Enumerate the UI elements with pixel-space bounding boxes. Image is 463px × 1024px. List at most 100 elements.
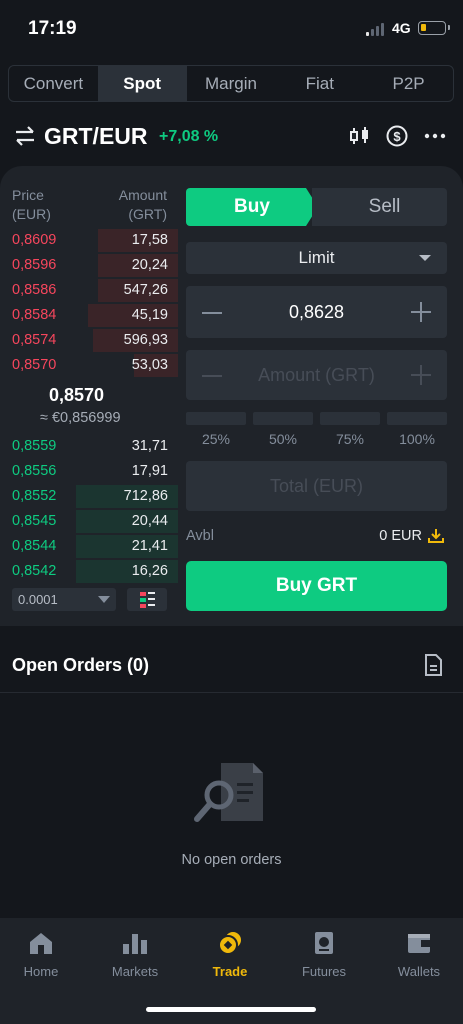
pair-symbol[interactable]: GRT/EUR — [44, 123, 148, 149]
ask-row[interactable]: 0,8584 45,19 — [0, 303, 178, 328]
home-icon — [30, 933, 52, 954]
bid-amount: 31,71 — [131, 438, 168, 454]
total-field[interactable]: Total (EUR) — [186, 461, 447, 511]
bid-row[interactable]: 0,8559 31,71 — [0, 434, 178, 459]
orderbook-price-header: Price (EUR) — [12, 187, 51, 222]
network-type: 4G — [392, 20, 411, 36]
amount-increase-button[interactable] — [411, 365, 431, 385]
swap-pairs-icon[interactable] — [14, 125, 36, 147]
price-increase-button[interactable] — [411, 302, 431, 322]
tab-spot[interactable]: Spot — [97, 66, 187, 101]
tab-margin[interactable]: Margin — [205, 73, 257, 93]
bid-row[interactable]: 0,8542 16,26 — [0, 559, 178, 584]
ask-amount: 53,03 — [131, 357, 168, 373]
price-field: 0,8628 — [186, 286, 447, 338]
orderbook-layout-icon — [140, 592, 155, 608]
bid-price: 0,8542 — [12, 563, 57, 579]
percent-75-bar[interactable] — [320, 412, 380, 425]
orderbook-amount-header: Amount (GRT) — [118, 187, 167, 222]
sell-tab[interactable]: Sell — [312, 188, 447, 226]
bid-row[interactable]: 0,8544 21,41 — [0, 534, 178, 559]
bid-price: 0,8559 — [12, 438, 57, 454]
ask-row[interactable]: 0,8596 20,24 — [0, 253, 178, 278]
bid-row[interactable]: 0,8545 20,44 — [0, 509, 178, 534]
tab-fiat[interactable]: Fiat — [305, 73, 334, 93]
ask-amount: 17,58 — [131, 232, 168, 248]
ask-price: 0,8584 — [12, 307, 57, 323]
ask-price: 0,8596 — [12, 257, 57, 273]
nav-wallets[interactable]: Wallets — [374, 930, 463, 979]
total-input[interactable]: Total (EUR) — [269, 475, 363, 496]
bid-row[interactable]: 0,8556 17,91 — [0, 459, 178, 484]
bid-depth-bar — [76, 485, 178, 508]
ask-amount: 45,19 — [131, 307, 168, 323]
bid-price: 0,8545 — [12, 513, 57, 529]
ask-price: 0,8609 — [12, 232, 57, 248]
amount-decrease-button[interactable] — [202, 375, 222, 377]
last-price[interactable]: 0,8570 — [49, 385, 105, 405]
ask-price: 0,8570 — [12, 357, 57, 373]
ask-row[interactable]: 0,8586 547,26 — [0, 278, 178, 303]
percent-25-bar[interactable] — [186, 412, 246, 425]
precision-select[interactable]: 0.0001 — [12, 588, 116, 611]
ask-depth-bar — [98, 254, 178, 277]
percent-50-bar[interactable] — [253, 412, 313, 425]
wallets-icon — [408, 934, 430, 953]
bid-amount: 16,26 — [131, 563, 168, 579]
ask-price: 0,8586 — [12, 282, 57, 298]
nav-home[interactable]: Home — [0, 930, 86, 979]
svg-text:$: $ — [393, 129, 401, 144]
buy-grt-button[interactable]: Buy GRT — [186, 561, 447, 611]
more-options-icon[interactable] — [423, 124, 447, 148]
ask-amount: 596,93 — [123, 332, 168, 348]
nav-trade[interactable]: Trade — [185, 930, 275, 979]
ask-row[interactable]: 0,8570 53,03 — [0, 353, 178, 378]
percent-50-label[interactable]: 50% — [268, 431, 298, 447]
ask-row[interactable]: 0,8609 17,58 — [0, 228, 178, 253]
percent-100-label[interactable]: 100% — [399, 431, 435, 447]
ask-row[interactable]: 0,8574 596,93 — [0, 328, 178, 353]
bid-price: 0,8544 — [12, 538, 57, 554]
trade-icon — [218, 932, 241, 955]
open-orders-title[interactable]: Open Orders (0) — [12, 655, 150, 675]
percent-25-label[interactable]: 25% — [201, 431, 231, 447]
ask-depth-bar — [98, 229, 178, 252]
buy-tab[interactable]: Buy — [186, 188, 318, 226]
ask-price: 0,8574 — [12, 332, 57, 348]
orderbook-view-button[interactable] — [127, 588, 167, 611]
chevron-down-icon — [419, 255, 431, 261]
divider — [0, 692, 463, 693]
bottom-nav: Home Markets Trade Futures Wallets — [0, 918, 463, 1024]
bid-amount: 21,41 — [131, 538, 168, 554]
bid-depth-bar — [76, 535, 178, 558]
dollar-coin-icon[interactable]: $ — [385, 124, 409, 148]
amount-input[interactable]: Amount (GRT) — [258, 364, 375, 385]
nav-markets[interactable]: Markets — [90, 930, 180, 979]
bid-depth-bar — [76, 560, 178, 583]
ask-amount: 20,24 — [131, 257, 168, 273]
order-type-select[interactable]: Limit — [186, 242, 447, 274]
available-label: Avbl — [186, 528, 214, 544]
ask-depth-bar — [93, 329, 178, 352]
percent-75-label[interactable]: 75% — [335, 431, 365, 447]
futures-icon — [315, 932, 333, 954]
home-indicator[interactable] — [146, 1007, 316, 1012]
trade-mode-tabs: Convert Spot Margin Fiat P2P — [8, 65, 454, 102]
percent-100-bar[interactable] — [387, 412, 447, 425]
chevron-down-icon — [98, 596, 110, 603]
pair-change: +7,08 % — [159, 128, 219, 145]
tab-p2p[interactable]: P2P — [392, 73, 425, 93]
nav-futures[interactable]: Futures — [279, 930, 369, 979]
price-decrease-button[interactable] — [202, 312, 222, 314]
ask-depth-bar — [133, 354, 178, 377]
no-orders-search-icon — [194, 763, 263, 822]
buy-sell-toggle: Buy Sell — [186, 188, 447, 226]
candlestick-chart-icon[interactable] — [348, 124, 372, 148]
deposit-icon[interactable] — [428, 528, 444, 544]
amount-field: Amount (GRT) — [186, 350, 447, 400]
price-input[interactable]: 0,8628 — [288, 301, 345, 322]
order-history-icon[interactable] — [424, 654, 442, 676]
markets-icon — [123, 934, 147, 954]
tab-convert[interactable]: Convert — [23, 73, 84, 93]
bid-row[interactable]: 0,8552 712,86 — [0, 484, 178, 509]
